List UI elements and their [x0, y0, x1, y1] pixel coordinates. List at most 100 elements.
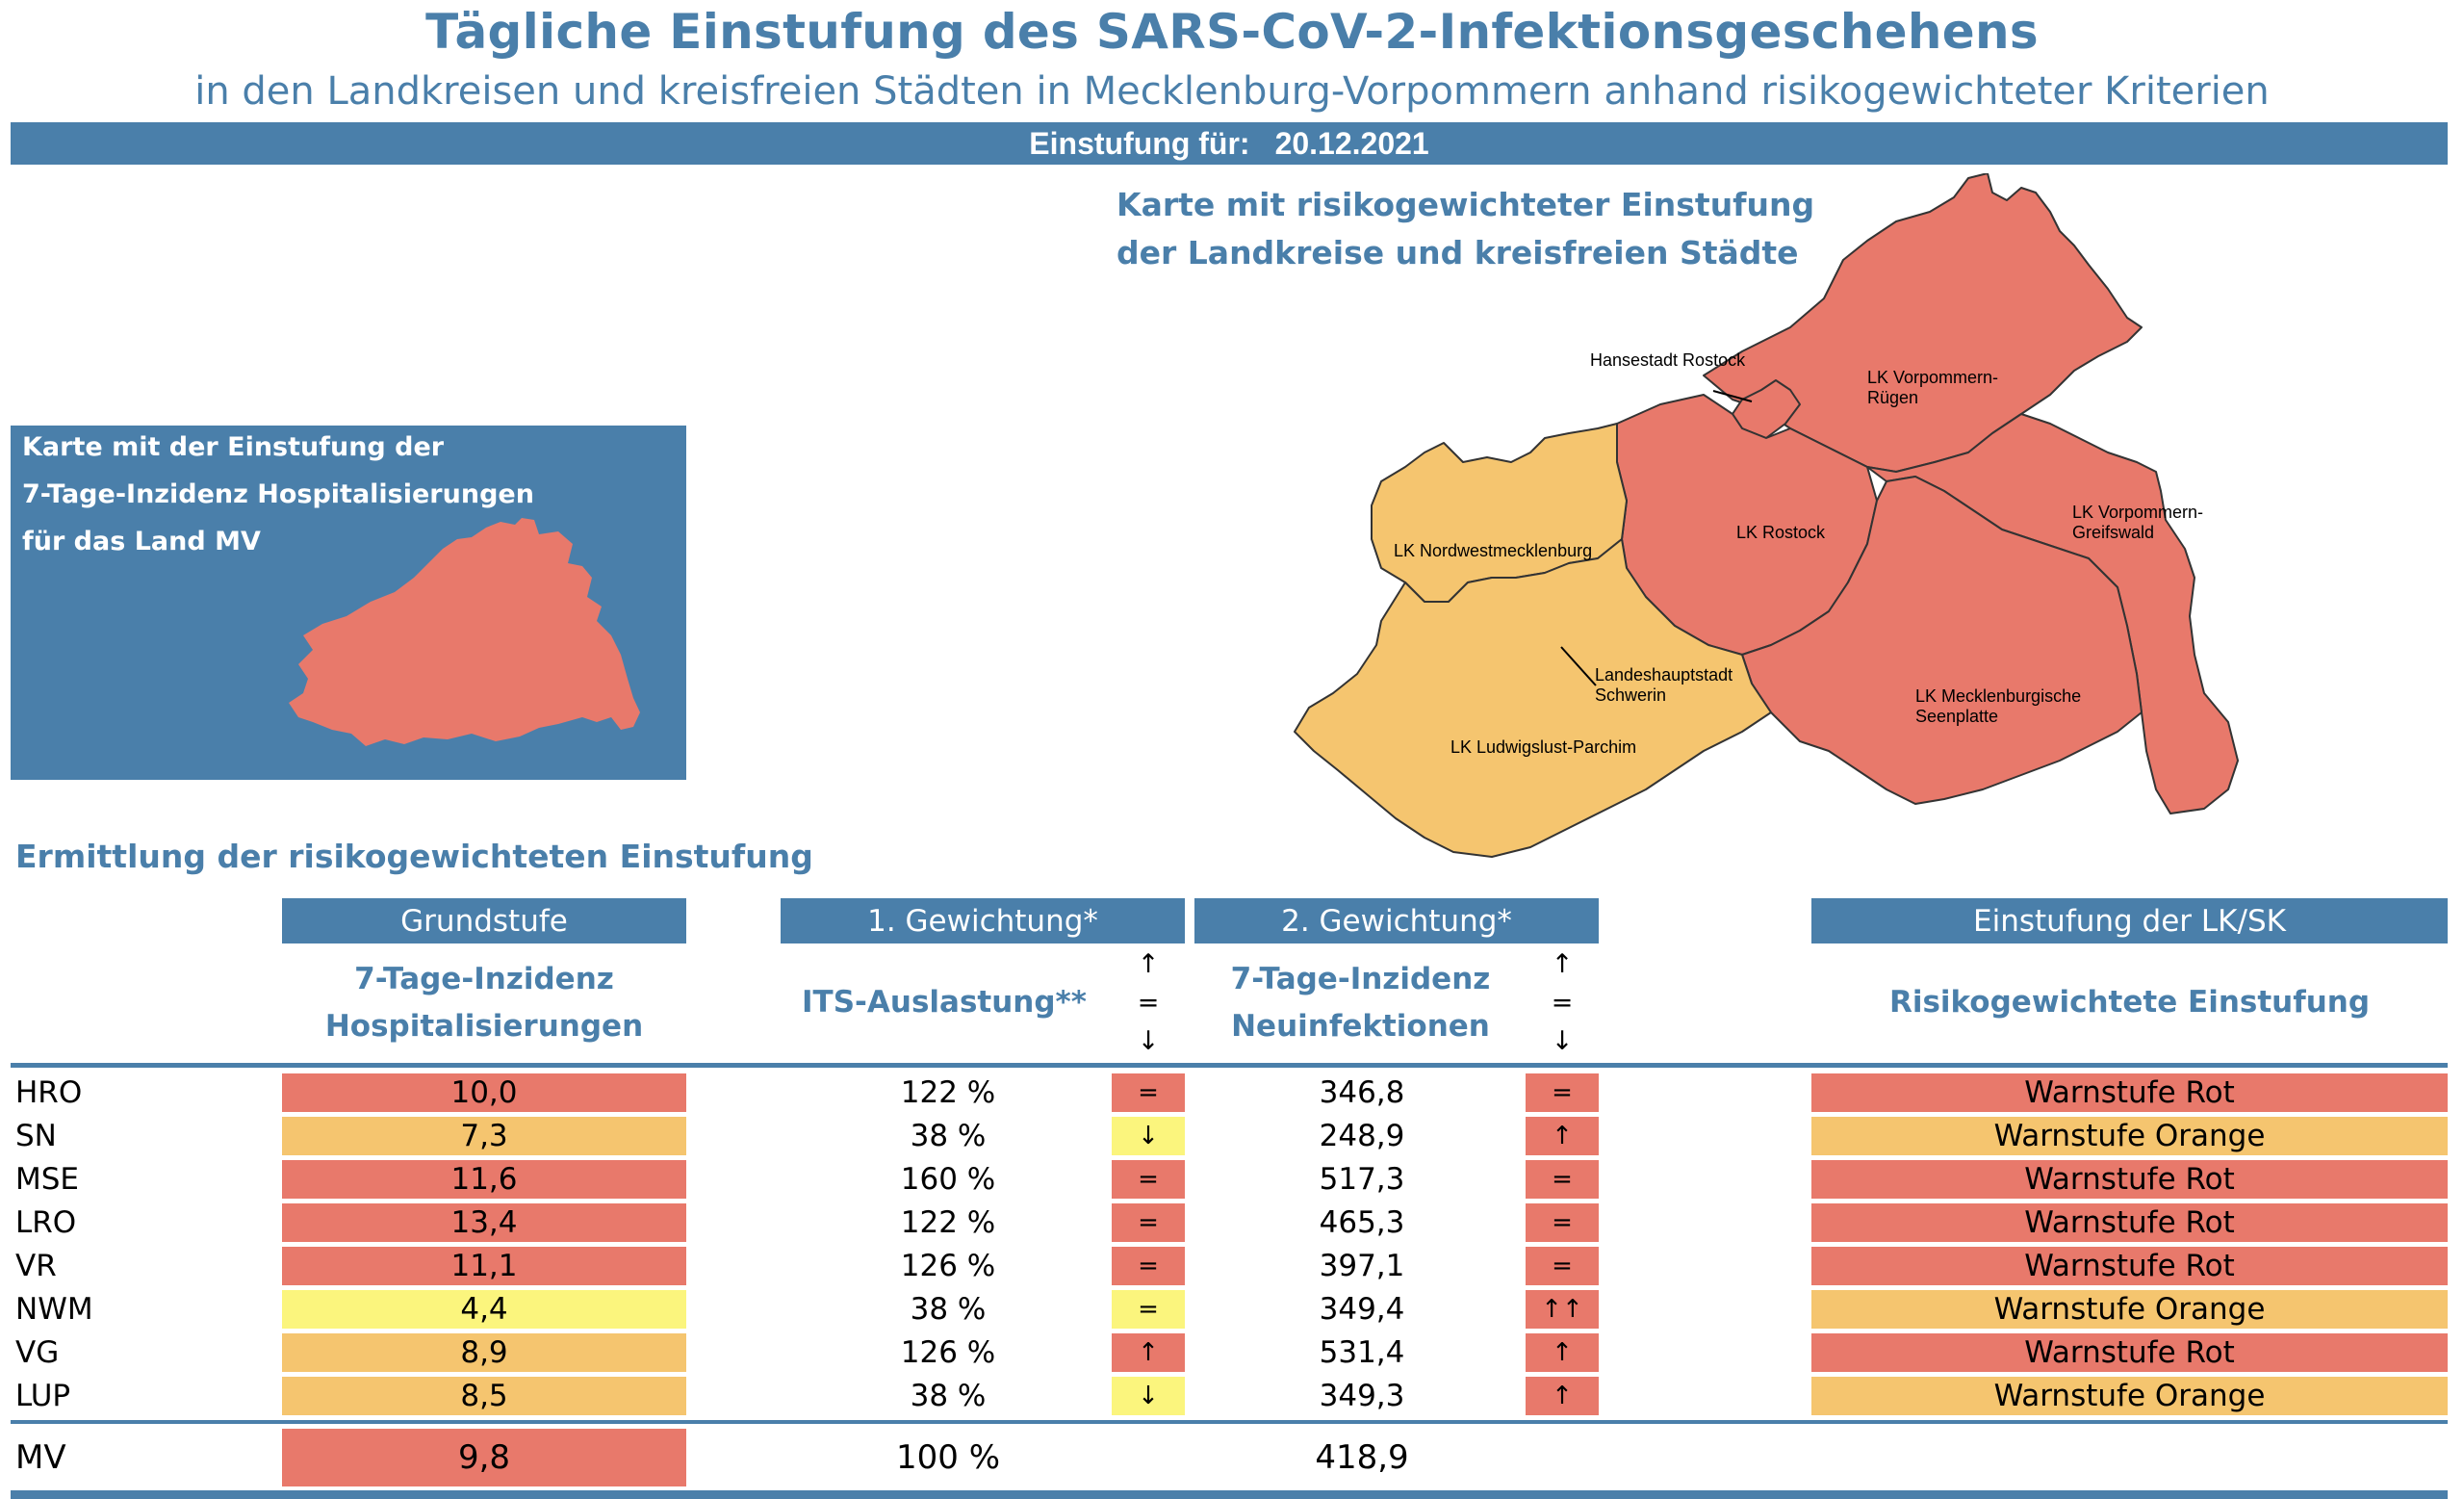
inz-trend-cell: = [1526, 1073, 1599, 1112]
table-total-rule [11, 1420, 2448, 1424]
table-row: VG 8,9 126 % ↑ 531,4 ↑ Warnstufe Rot [0, 1331, 2464, 1374]
its-cell: 126 % [900, 1335, 996, 1370]
level-cell: Warnstufe Rot [1811, 1203, 2448, 1242]
header-gewichtung-1: 1. Gewichtung* [781, 898, 1185, 943]
map-label-line: LK Vorpommern- [1867, 368, 1999, 387]
risk-map-title-line: Karte mit risikogewichteter Einstufung [1116, 186, 1815, 223]
risk-map-title-line: der Landkreise und kreisfreien Städte [1116, 234, 1799, 271]
hosp-cell: 13,4 [282, 1203, 686, 1242]
map-label-ludwigslust-parchim: LK Ludwigslust-Parchim [1450, 737, 1637, 757]
inz-cell: 349,4 [1319, 1292, 1405, 1327]
date-label: Einstufung für: [1029, 125, 1250, 161]
its-cell: 38 % [910, 1292, 987, 1327]
inz-cell: 517,3 [1319, 1162, 1405, 1197]
subheader-line: 7-Tage-Inzidenz [1230, 962, 1491, 996]
its-cell: 38 % [910, 1379, 987, 1413]
its-cell: 122 % [900, 1205, 996, 1240]
subheader-line: 7-Tage-Inzidenz [354, 962, 614, 996]
total-row: MV 9,8 100 % 418,9 [0, 1429, 2464, 1486]
total-code: MV [15, 1438, 66, 1477]
hosp-cell: 4,4 [282, 1290, 686, 1329]
its-trend-cell: ↑ [1112, 1333, 1185, 1372]
date-value: 20.12.2021 [1274, 125, 1429, 161]
its-cell: 122 % [900, 1075, 996, 1110]
map-label-vorpommern-greifswald: LK Vorpommern- Greifswald [2072, 503, 2203, 543]
subheader-hospitalisierung: 7-Tage-Inzidenz Hospitalisierungen [282, 956, 686, 1050]
inz-cell: 346,8 [1319, 1075, 1405, 1110]
hosp-cell: 7,3 [282, 1117, 686, 1155]
hosp-cell: 11,6 [282, 1160, 686, 1199]
table-row: MSE 11,6 160 % = 517,3 = Warnstufe Rot [0, 1157, 2464, 1201]
its-trend-cell: = [1112, 1247, 1185, 1285]
its-trend-cell: = [1112, 1290, 1185, 1329]
its-cell: 160 % [900, 1162, 996, 1197]
inz-trend-cell: ↑↑ [1526, 1290, 1599, 1329]
table-row: LUP 8,5 38 % ↓ 349,3 ↑ Warnstufe Orange [0, 1374, 2464, 1417]
hosp-cell: 8,9 [282, 1333, 686, 1372]
map-label-hansestadt-rostock: Hansestadt Rostock [1590, 350, 1746, 370]
level-cell: Warnstufe Rot [1811, 1333, 2448, 1372]
inz-cell: 248,9 [1319, 1119, 1405, 1153]
hosp-cell: 10,0 [282, 1073, 686, 1112]
caption-line: Karte mit der Einstufung der [22, 432, 445, 462]
subheader-line: Neuinfektionen [1231, 1009, 1490, 1044]
inz-cell: 349,3 [1319, 1379, 1405, 1413]
map-label-lk-rostock: LK Rostock [1736, 523, 1826, 542]
table-row: LRO 13,4 122 % = 465,3 = Warnstufe Rot [0, 1201, 2464, 1244]
level-cell: Warnstufe Orange [1811, 1117, 2448, 1155]
inz-cell: 531,4 [1319, 1335, 1405, 1370]
page-subtitle: in den Landkreisen und kreisfreien Städt… [194, 69, 2270, 114]
region-ludwigslust-parchim [1294, 538, 1772, 858]
hosp-cell: 11,1 [282, 1247, 686, 1285]
total-its-cell: 100 % [895, 1438, 1000, 1477]
table-row: VR 11,1 126 % = 397,1 = Warnstufe Rot [0, 1244, 2464, 1287]
region-mecklenburgische-seenplatte [1741, 476, 2143, 805]
trend-down-icon: ↓ [1551, 1026, 1574, 1056]
subheader-its: ITS-Auslastung** [802, 985, 1087, 1020]
inz-trend-cell: ↑ [1526, 1377, 1599, 1415]
table-row: NWM 4,4 38 % = 349,4 ↑↑ Warnstufe Orange [0, 1287, 2464, 1331]
trend-legend-inzidenz: ↑ = ↓ [1543, 945, 1581, 1061]
its-cell: 38 % [910, 1119, 987, 1153]
inz-trend-cell: = [1526, 1203, 1599, 1242]
mv-state-map [289, 518, 640, 746]
map-label-nordwestmecklenburg: LK Nordwestmecklenburg [1394, 541, 1593, 560]
map-label-vorpommern-ruegen: LK Vorpommern- Rügen [1867, 368, 1998, 408]
header-grundstufe: Grundstufe [282, 898, 686, 943]
its-trend-cell: ↓ [1112, 1117, 1185, 1155]
inz-cell: 465,3 [1319, 1205, 1405, 1240]
table-row: SN 7,3 38 % ↓ 248,9 ↑ Warnstufe Orange [0, 1114, 2464, 1157]
caption-line: 7-Tage-Inzidenz Hospitalisierungen [22, 479, 534, 509]
inz-trend-cell: ↑ [1526, 1333, 1599, 1372]
row-code: MSE [15, 1162, 80, 1197]
header-gewichtung-2: 2. Gewichtung* [1194, 898, 1599, 943]
map-label-mecklenburgische-seenplatte: LK Mecklenburgische Seenplatte [1915, 686, 2081, 727]
map-label-line: Greifswald [2072, 523, 2155, 542]
subheader-neuinfektionen: 7-Tage-Inzidenz Neuinfektionen [1194, 956, 1527, 1050]
its-trend-cell: = [1112, 1203, 1185, 1242]
trend-down-icon: ↓ [1137, 1026, 1160, 1056]
row-code: LUP [15, 1379, 71, 1413]
inz-trend-cell: ↑ [1526, 1117, 1599, 1155]
trend-equal-icon: = [1551, 988, 1574, 1018]
total-inz-cell: 418,9 [1315, 1438, 1409, 1477]
table-bottom-rule [11, 1490, 2448, 1499]
hosp-cell: 8,5 [282, 1377, 686, 1415]
level-cell: Warnstufe Orange [1811, 1290, 2448, 1329]
inz-cell: 397,1 [1319, 1249, 1405, 1283]
row-code: SN [15, 1119, 57, 1153]
row-code: VG [15, 1335, 60, 1370]
header-einstufung: Einstufung der LK/SK [1811, 898, 2448, 943]
section-title: Ermittlung der risikogewichteten Einstuf… [15, 838, 813, 875]
schwerin-pointer-line [1560, 646, 1597, 686]
map-label-line: LK Vorpommern- [2072, 503, 2204, 522]
trend-legend-its: ↑ = ↓ [1129, 945, 1168, 1061]
hospitalization-map-caption: Karte mit der Einstufung der 7-Tage-Inzi… [22, 424, 534, 565]
its-cell: 126 % [900, 1249, 996, 1283]
map-label-line: Schwerin [1595, 685, 1667, 705]
map-label-line: Rügen [1867, 388, 1919, 407]
district-risk-map [1294, 173, 2239, 858]
subheader-line: Hospitalisierungen [324, 1009, 644, 1044]
inz-trend-cell: = [1526, 1160, 1599, 1199]
table-row: HRO 10,0 122 % = 346,8 = Warnstufe Rot [0, 1071, 2464, 1114]
